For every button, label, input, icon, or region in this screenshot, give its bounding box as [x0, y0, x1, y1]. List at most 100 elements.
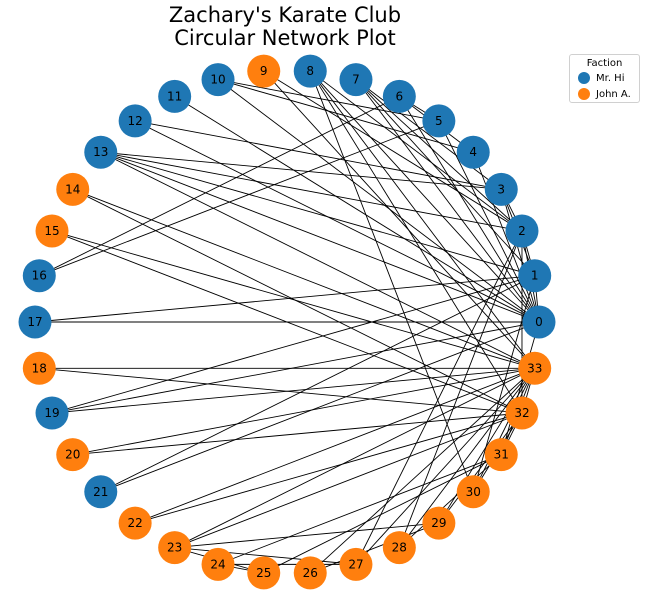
edge-1-13	[100, 151, 535, 277]
edge-8-32	[309, 70, 523, 414]
edge-0-8	[309, 70, 540, 323]
node-circle-19	[35, 396, 69, 430]
node-32: 32	[505, 396, 539, 430]
node-9: 9	[247, 54, 281, 88]
legend-label-john-a: John A.	[596, 88, 631, 100]
legend-marker-john-a	[578, 88, 590, 100]
edge-29-33	[438, 368, 536, 524]
edge-3-13	[100, 151, 502, 190]
legend-item-john-a: John A.	[578, 87, 639, 101]
edge-13-33	[100, 151, 535, 369]
node-15: 15	[35, 214, 69, 248]
node-circle-5	[422, 104, 456, 138]
node-circle-27	[339, 547, 373, 581]
edge-1-21	[100, 275, 535, 493]
title-line-2: Circular Network Plot	[174, 26, 396, 50]
node-label-19: 19	[44, 406, 59, 420]
node-circle-7	[339, 63, 373, 97]
node-label-5: 5	[435, 114, 443, 128]
node-circle-24	[201, 547, 235, 581]
node-label-29: 29	[431, 516, 446, 530]
edge-9-33	[263, 70, 536, 369]
node-circle-33	[518, 351, 552, 385]
edge-0-10	[217, 79, 540, 323]
edge-23-27	[174, 547, 357, 565]
node-label-3: 3	[497, 182, 505, 196]
edge-28-33	[398, 368, 536, 548]
node-4: 4	[456, 135, 490, 169]
node-28: 28	[382, 531, 416, 565]
node-circle-3	[484, 172, 518, 206]
node-circle-14	[56, 172, 90, 206]
node-label-15: 15	[44, 224, 59, 238]
node-circle-30	[456, 475, 490, 509]
node-label-6: 6	[396, 89, 404, 103]
node-26: 26	[293, 556, 327, 590]
node-label-20: 20	[65, 448, 80, 462]
edge-5-16	[39, 120, 440, 277]
node-label-10: 10	[210, 73, 225, 87]
edge-8-30	[309, 70, 474, 492]
node-7: 7	[339, 63, 373, 97]
legend-label-mr-hi: Mr. Hi	[596, 72, 625, 84]
edge-0-3	[500, 189, 540, 323]
edge-3-7	[355, 79, 502, 190]
edge-2-7	[355, 79, 523, 232]
node-circle-18	[22, 351, 56, 385]
node-23: 23	[158, 531, 192, 565]
edge-2-9	[263, 70, 523, 232]
edge-2-13	[100, 151, 523, 232]
edge-25-31	[263, 454, 502, 574]
edge-0-21	[100, 321, 540, 493]
edge-8-33	[309, 70, 536, 369]
node-circle-1	[518, 259, 552, 293]
node-layer: 0123456789101112131415161718192021222324…	[18, 54, 556, 590]
edge-23-32	[174, 412, 523, 549]
node-circle-20	[56, 438, 90, 472]
node-0: 0	[522, 305, 556, 339]
edge-15-32	[51, 230, 523, 414]
edge-0-6	[398, 96, 540, 323]
node-3: 3	[484, 172, 518, 206]
node-label-28: 28	[392, 541, 407, 555]
node-label-25: 25	[256, 566, 271, 580]
legend-marker-mr-hi	[578, 72, 590, 84]
node-label-27: 27	[348, 557, 363, 571]
node-20: 20	[56, 438, 90, 472]
node-label-12: 12	[127, 114, 142, 128]
node-5: 5	[422, 104, 456, 138]
edge-29-32	[438, 412, 523, 524]
node-25: 25	[247, 556, 281, 590]
node-circle-22	[118, 506, 152, 540]
node-label-0: 0	[535, 315, 543, 329]
node-30: 30	[456, 475, 490, 509]
edge-1-17	[34, 275, 535, 323]
node-13: 13	[84, 135, 118, 169]
chart-title: Zachary's Karate Club Circular Network P…	[0, 4, 570, 50]
node-circle-31	[484, 438, 518, 472]
edge-1-7	[355, 79, 536, 276]
node-22: 22	[118, 506, 152, 540]
edge-22-32	[135, 412, 523, 524]
node-circle-32	[505, 396, 539, 430]
node-2: 2	[505, 214, 539, 248]
edge-23-33	[174, 367, 535, 548]
edge-24-31	[217, 454, 502, 565]
node-label-11: 11	[167, 89, 182, 103]
edge-0-7	[355, 79, 540, 323]
node-circle-4	[456, 135, 490, 169]
node-circle-21	[84, 475, 118, 509]
node-33: 33	[518, 351, 552, 385]
node-label-8: 8	[306, 64, 314, 78]
edge-26-29	[310, 522, 440, 574]
node-14: 14	[56, 172, 90, 206]
node-circle-10	[201, 63, 235, 97]
node-12: 12	[118, 104, 152, 138]
node-circle-13	[84, 135, 118, 169]
edge-4-10	[217, 79, 474, 153]
node-6: 6	[382, 79, 416, 113]
edge-30-33	[472, 368, 536, 492]
node-label-17: 17	[27, 315, 42, 329]
edge-layer	[34, 70, 540, 574]
node-circle-25	[247, 556, 281, 590]
